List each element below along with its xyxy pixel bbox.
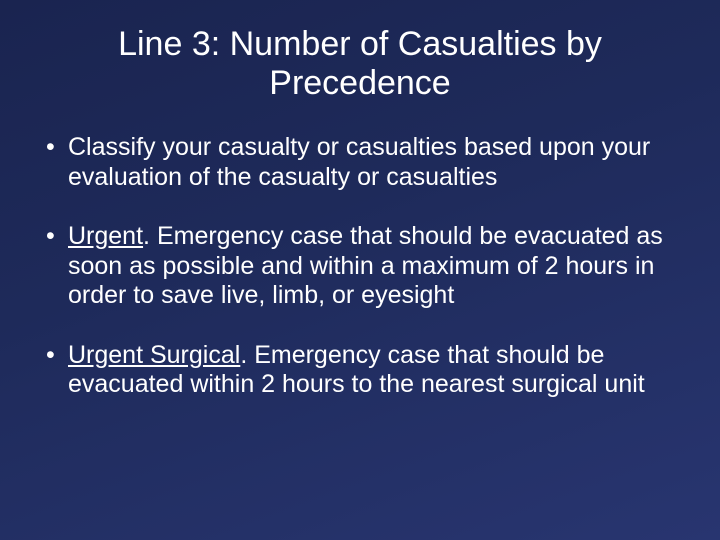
bullet-item: Classify your casualty or casualties bas…	[40, 133, 680, 192]
bullet-underlined: Urgent Surgical	[68, 341, 240, 369]
bullet-underlined: Urgent	[68, 222, 143, 250]
slide-title: Line 3: Number of Casualties by Preceden…	[40, 25, 680, 103]
bullet-rest: Classify your casualty or casualties bas…	[68, 133, 650, 191]
bullet-item: Urgent. Emergency case that should be ev…	[40, 222, 680, 311]
bullet-rest: . Emergency case that should be evacuate…	[68, 222, 663, 309]
bullet-list: Classify your casualty or casualties bas…	[40, 133, 680, 400]
bullet-item: Urgent Surgical. Emergency case that sho…	[40, 341, 680, 400]
